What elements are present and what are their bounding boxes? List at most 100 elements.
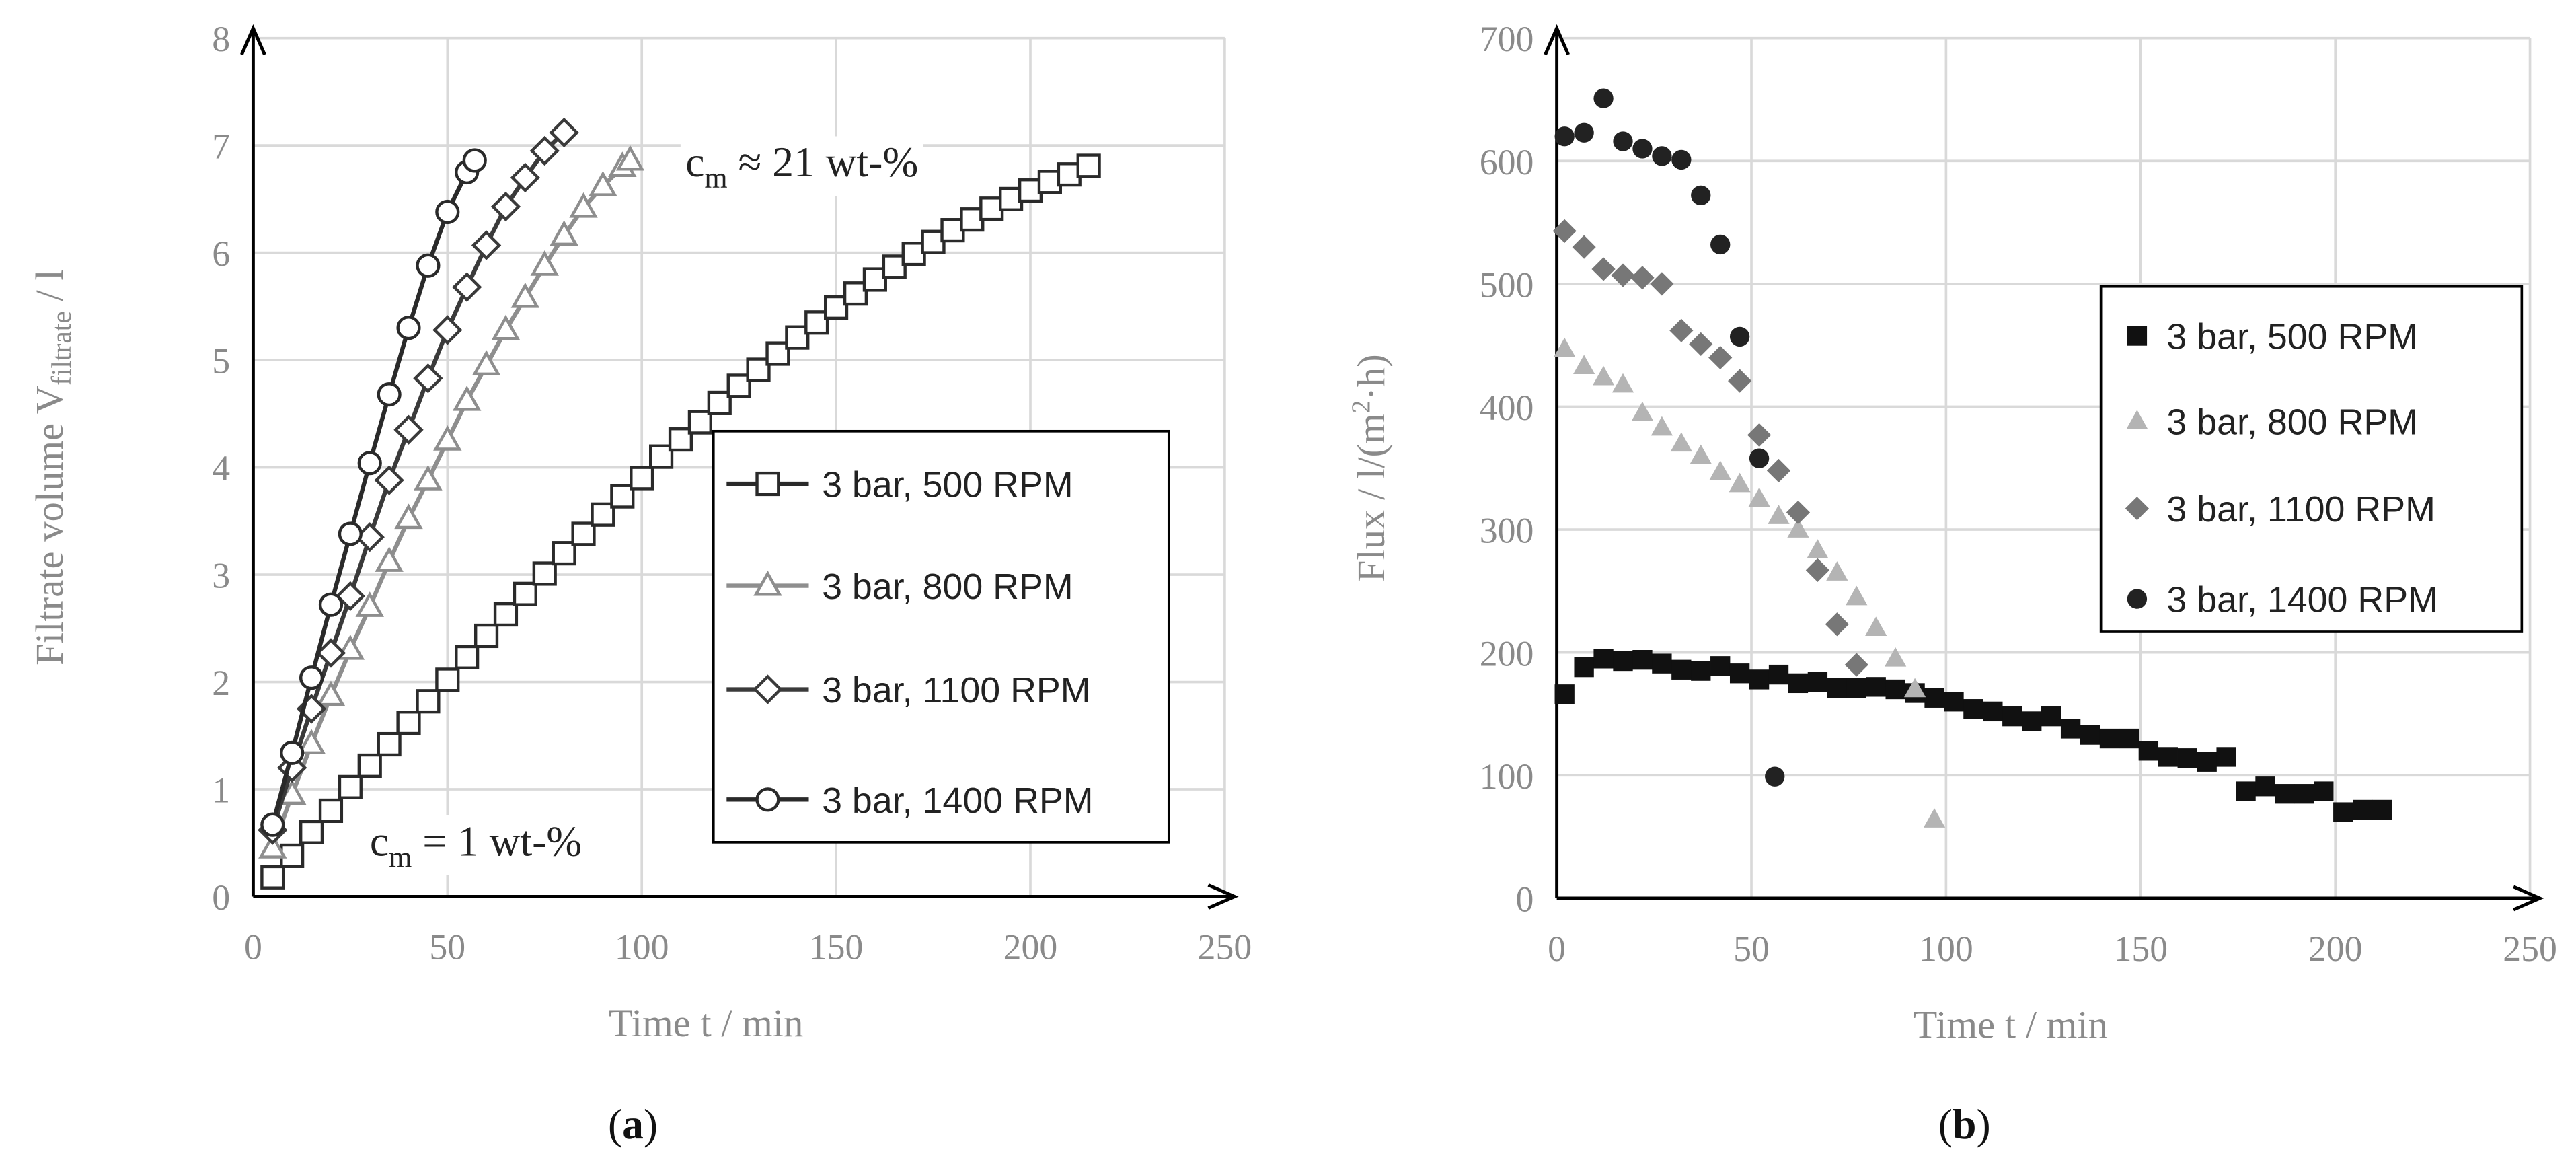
series-3-bar-800-rpm (1554, 337, 1946, 828)
data-point (529, 135, 560, 166)
data-point (452, 272, 482, 302)
series-3-bar-1100-rpm (258, 117, 579, 845)
data-point (2060, 719, 2081, 739)
data-point (1670, 432, 1692, 452)
data-point (357, 451, 382, 476)
data-point (2041, 706, 2061, 727)
data-point (630, 466, 654, 491)
data-point (1807, 539, 1829, 558)
data-point (1827, 678, 1848, 698)
data-point (1592, 365, 1615, 386)
y-tick-label: 7 (212, 126, 230, 167)
data-point (1846, 585, 1868, 606)
data-point (1844, 653, 1868, 677)
data-point (1826, 561, 1848, 581)
data-point (530, 250, 559, 276)
data-point (1593, 88, 1614, 108)
data-point (377, 731, 402, 757)
data-point (785, 325, 810, 350)
data-point (1944, 692, 1964, 712)
legend-marker (2126, 410, 2148, 429)
data-point (413, 363, 443, 394)
data-point (1749, 448, 1770, 468)
data-point (1710, 656, 1731, 676)
data-point (260, 865, 285, 890)
data-point (490, 191, 521, 222)
data-point (1710, 234, 1731, 255)
y-tick-label: 1 (212, 770, 230, 811)
data-point (1728, 369, 1752, 393)
annotation: cm ≈ 21 wt-% (685, 138, 918, 194)
data-point (1554, 684, 1575, 704)
data-point (416, 253, 441, 278)
data-point (1671, 149, 1692, 170)
legend: 3 bar, 500 RPM 3 bar, 800 RPM 3 bar, 1100 … (712, 429, 1170, 844)
y-tick-label: 5 (212, 341, 230, 382)
y-axis-label: Flux / l/(m2·h) (1347, 354, 1393, 582)
data-point (532, 561, 557, 586)
y-tick-label: 3 (212, 556, 230, 596)
data-point (1650, 272, 1674, 296)
data-point (315, 638, 346, 668)
x-tick-label: 150 (2113, 929, 2168, 969)
data-point (1690, 444, 1712, 464)
data-point (2255, 776, 2275, 797)
series-3-bar-800-rpm (258, 145, 645, 859)
data-point (433, 425, 462, 451)
x-tick-label: 250 (1198, 927, 1252, 967)
data-point (1787, 518, 1809, 538)
data-point (1765, 766, 1785, 787)
annotation-background (680, 136, 923, 196)
data-point (510, 162, 541, 193)
data-point (552, 541, 576, 566)
data-point (432, 315, 463, 345)
data-point (2138, 741, 2159, 761)
annotation-background (365, 815, 587, 875)
data-point (1671, 659, 1692, 680)
data-point (435, 199, 460, 225)
data-point (1885, 647, 1907, 667)
data-point (1729, 326, 1750, 347)
legend: 3 bar, 500 RPM 3 bar, 800 RPM 3 bar, 1100 … (2099, 285, 2524, 633)
data-point (1729, 663, 1750, 684)
data-point (396, 711, 421, 735)
data-point (1923, 808, 1946, 828)
x-tick-label: 100 (1919, 929, 1973, 969)
series-line (270, 159, 632, 849)
data-point (318, 592, 344, 617)
series-3-bar-1400-rpm (1554, 88, 1785, 787)
x-axis-label: Time t / min (609, 1001, 803, 1045)
caption-b-letter: b (1953, 1100, 1976, 1148)
y-tick-label: 8 (212, 19, 230, 59)
data-point (1552, 219, 1577, 243)
data-point (393, 414, 424, 445)
data-point (824, 295, 849, 320)
data-point (396, 316, 421, 340)
data-point (1786, 500, 1811, 525)
data-point (1554, 126, 1575, 147)
legend-box (2099, 285, 2524, 633)
series-3-bar-500-rpm (1554, 649, 2392, 822)
x-axis-arrow (2513, 885, 2544, 912)
gridlines (1556, 36, 2532, 898)
data-point (1825, 612, 1849, 637)
data-point (1866, 677, 1886, 697)
data-point (297, 729, 326, 755)
data-point (1631, 401, 1654, 421)
y-tick-label: 2 (212, 663, 230, 703)
legend-label: 3 bar, 800 RPM (2166, 402, 2418, 443)
data-point (2275, 784, 2295, 804)
data-point (258, 832, 287, 859)
y-tick-label: 100 (1480, 756, 1534, 797)
data-point (1076, 153, 1101, 178)
data-point (862, 267, 887, 292)
data-point (338, 774, 363, 799)
legend-box (712, 429, 1170, 844)
x-axis-label: Time t / min (1913, 1003, 2107, 1047)
data-point (591, 502, 615, 527)
legend-marker (753, 570, 782, 596)
series-line (270, 159, 477, 826)
data-point (374, 465, 404, 495)
data-point (2099, 728, 2120, 749)
legend-label: 3 bar, 1100 RPM (2166, 489, 2435, 530)
